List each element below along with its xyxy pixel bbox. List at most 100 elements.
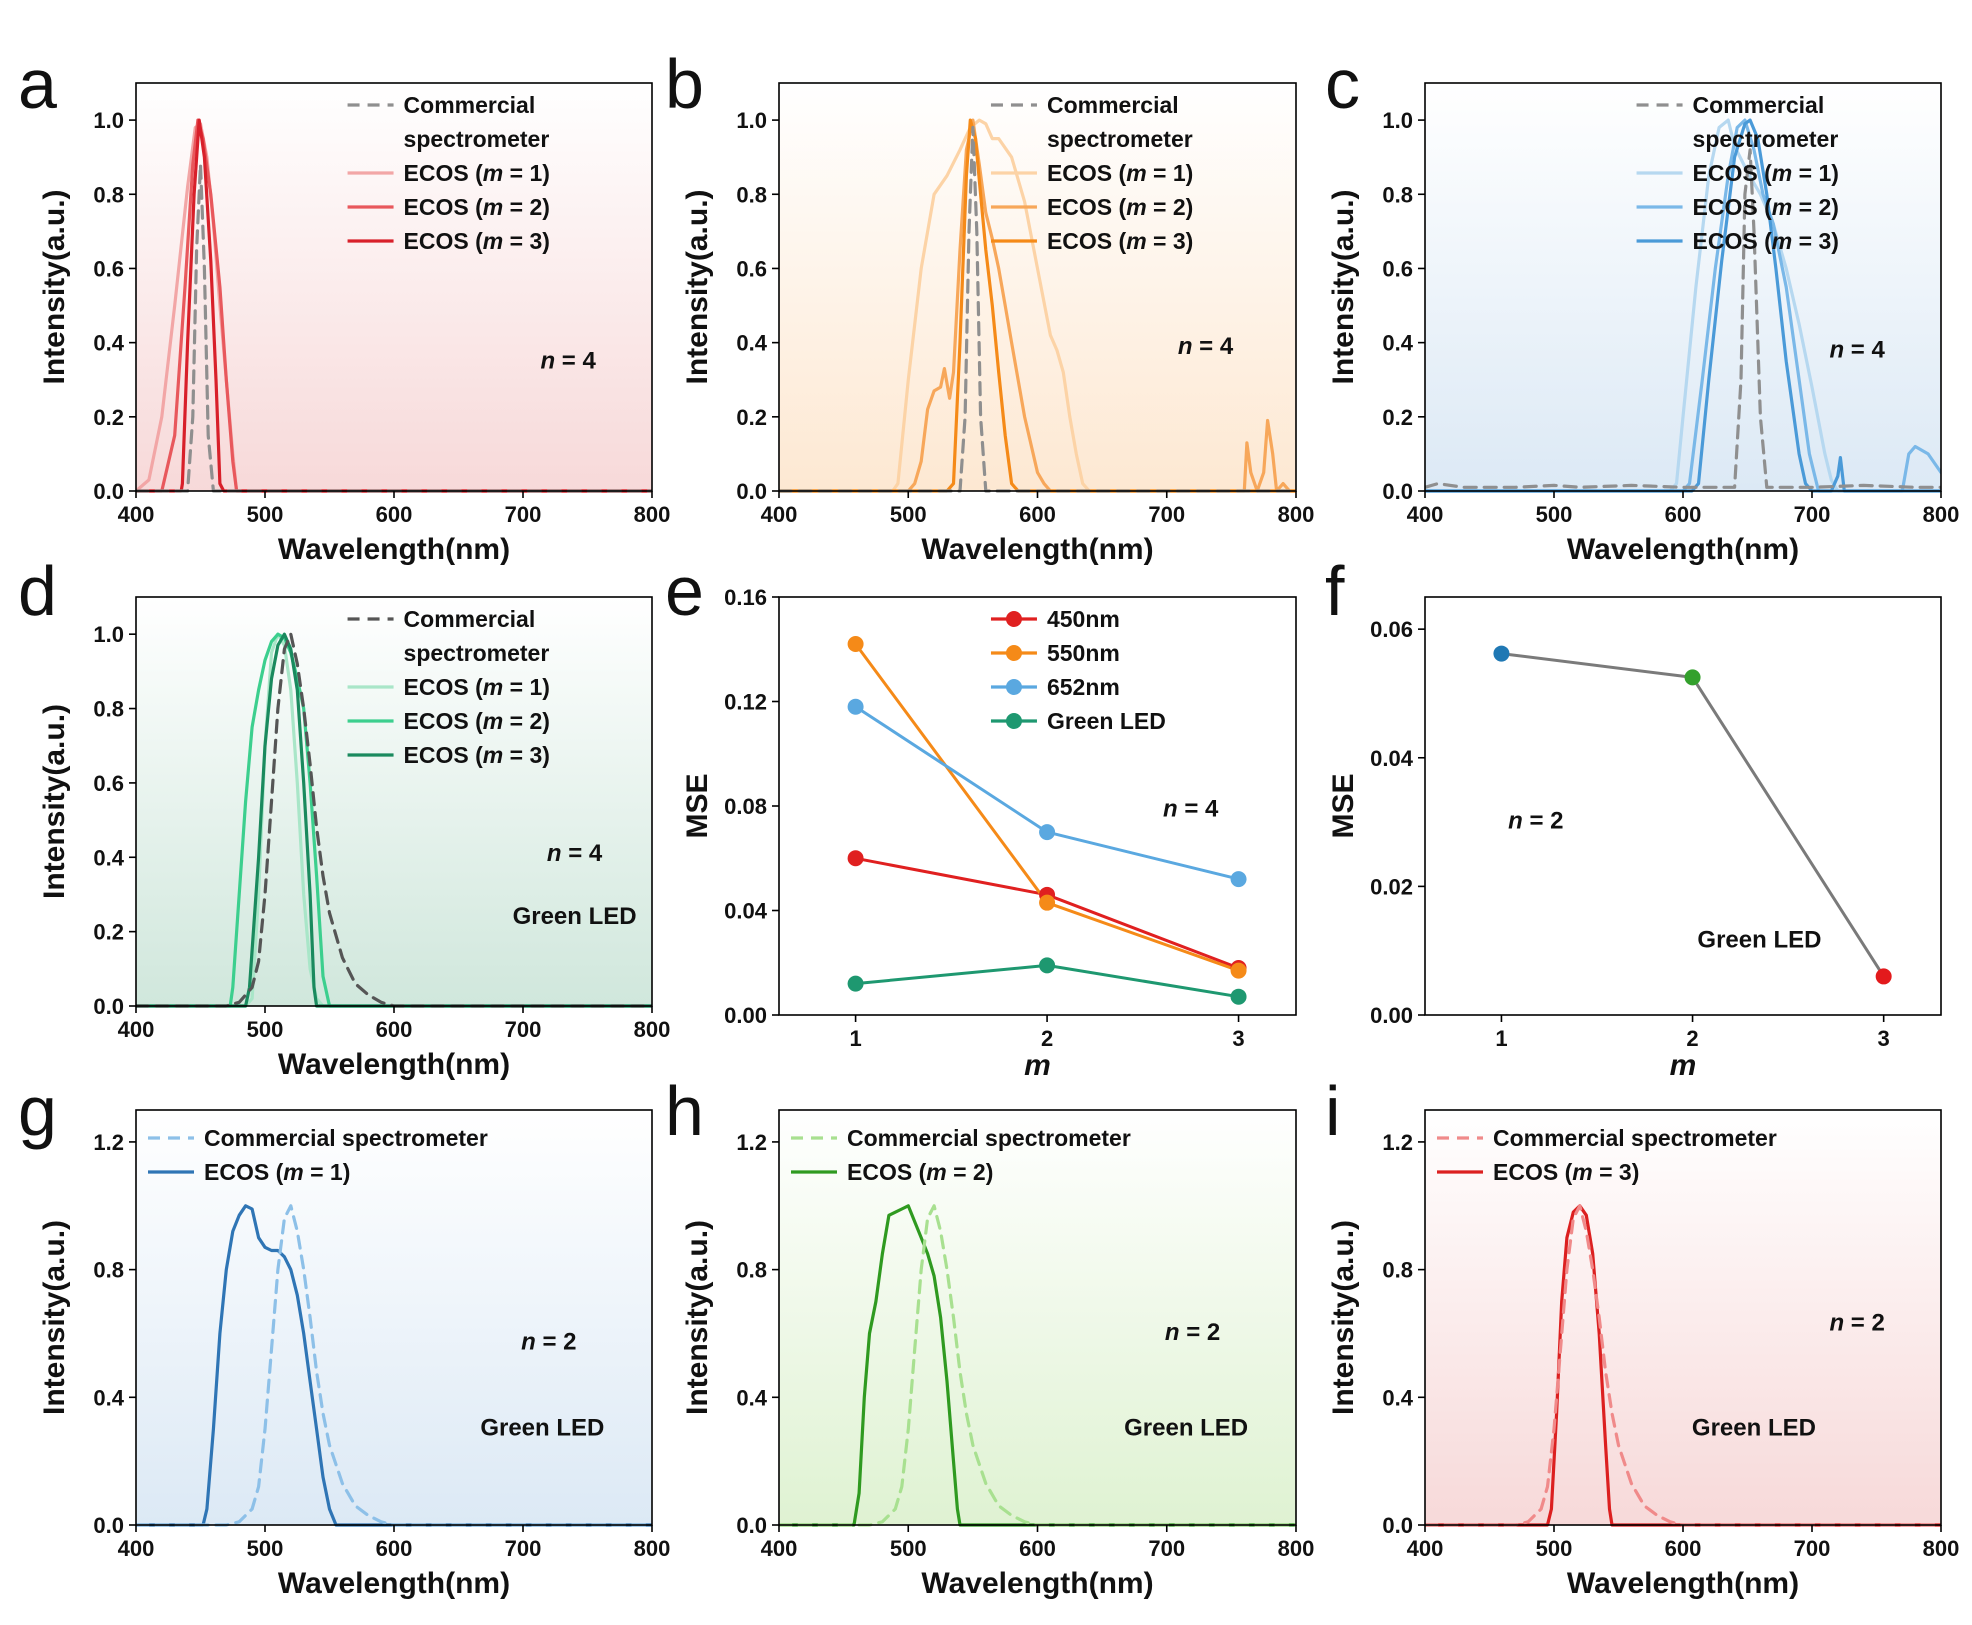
x-axis-title: Wavelength(nm) — [921, 1567, 1153, 1600]
series-line-commercial-spectrometer — [136, 163, 652, 493]
y-tick-label: 0.2 — [93, 920, 124, 945]
legend-marker — [1005, 679, 1022, 695]
y-tick-label: 0.0 — [1382, 479, 1413, 504]
panel-d: 0.0 0.2 0.4 0.6 0.8 1.0 400 500 600 700 800 Wavelen… — [18, 552, 670, 1081]
y-tick-label: 0.8 — [736, 1258, 767, 1283]
x-axis-title: Wavelength(nm) — [1567, 1567, 1799, 1600]
legend-marker — [1005, 645, 1022, 661]
y-tick-label: 0.2 — [93, 405, 124, 430]
x-tick-label: 600 — [1665, 502, 1702, 527]
y-tick-label: 1.0 — [736, 108, 767, 133]
x-tick-label: 400 — [118, 1536, 155, 1561]
legend-label: ECOS (m = 3) — [404, 742, 550, 768]
panel-letter: e — [665, 552, 704, 630]
series-line-commercial-spectrometer — [779, 1204, 1296, 1527]
y-tick-label: 0.06 — [1370, 617, 1413, 642]
legend-marker — [1005, 611, 1022, 627]
legend: Commercial spectrometer ECOS (m = 1) ECOS (… — [990, 92, 1193, 254]
x-tick-label: 2 — [1041, 1026, 1053, 1051]
y-tick-label: 1.2 — [93, 1130, 124, 1155]
legend-label: Commercial spectrometer — [847, 1125, 1131, 1151]
data-point — [847, 850, 864, 867]
x-tick-label: 400 — [1407, 502, 1444, 527]
x-tick-label: 600 — [376, 1536, 413, 1561]
panel-a: 0.0 0.2 0.4 0.6 0.8 1.0 400 500 600 700 800 Wavelen… — [18, 45, 670, 566]
legend: Commercial spectrometer ECOS (m = 1) ECOS (… — [1636, 92, 1839, 254]
x-axis-title: Wavelength(nm) — [278, 1048, 510, 1081]
y-axis-title: Intensity(a.u.) — [681, 189, 714, 384]
y-tick-label: 0.0 — [93, 479, 124, 504]
panel-c: 0.0 0.2 0.4 0.6 0.8 1.0 400 500 600 700 800 Wavelen… — [1325, 45, 1959, 566]
series-group — [779, 118, 1296, 493]
y-axis-title: MSE — [681, 773, 714, 838]
x-tick-label: 500 — [1536, 1536, 1573, 1561]
x-tick-label: 800 — [634, 1536, 671, 1561]
plot-background — [136, 597, 652, 1006]
y-tick-label: 0.4 — [93, 331, 124, 356]
annotation: Green LED — [1124, 1415, 1248, 1442]
x-tick-label: 700 — [505, 502, 542, 527]
panel-letter: h — [665, 1072, 704, 1150]
x-axis-title: Wavelength(nm) — [278, 533, 510, 566]
legend-label: ECOS (m = 3) — [1047, 228, 1193, 254]
y-tick-label: 0.6 — [93, 256, 124, 281]
plot-frame — [1424, 596, 1942, 1016]
series-line-commercial-spectrometer — [136, 632, 652, 1008]
series-line-ecos-m-2- — [779, 1204, 1296, 1527]
panel-letter: a — [18, 45, 57, 123]
legend-label: 550nm — [1047, 640, 1120, 666]
x-tick-label: 800 — [634, 502, 671, 527]
annotation: Green LED — [1697, 926, 1821, 953]
y-tick-label: 0.12 — [724, 690, 767, 715]
x-tick-label: 600 — [376, 1017, 413, 1042]
y-tick-label: 0.8 — [736, 182, 767, 207]
data-point — [847, 636, 864, 653]
y-tick-label: 0.04 — [724, 899, 768, 924]
panel-letter: g — [18, 1072, 57, 1150]
x-tick-label: 800 — [1923, 502, 1960, 527]
panel-e: 0.00 0.04 0.08 0.12 0.16 1 2 3 m MSE e n = 4 450nm 55… — [665, 552, 1297, 1082]
annotation: n = 2 — [1165, 1319, 1220, 1346]
data-point — [1230, 871, 1247, 888]
x-axis-title: Wavelength(nm) — [921, 533, 1153, 566]
annotation: n = 2 — [1829, 1309, 1884, 1336]
y-tick-label: 0.4 — [1382, 1385, 1413, 1410]
annotation: n = 2 — [521, 1328, 576, 1355]
legend-label: ECOS (m = 3) — [1493, 1159, 1639, 1185]
panel-g: 0.0 0.4 0.8 1.2 400 500 600 700 800 Wavelength(nm… — [18, 1072, 670, 1600]
series-line-ecos-m-1- — [779, 118, 1296, 493]
panel-letter: d — [18, 552, 57, 630]
x-tick-label: 400 — [118, 1017, 155, 1042]
x-tick-label: 700 — [1794, 502, 1831, 527]
x-tick-label: 800 — [1278, 1536, 1315, 1561]
data-point — [1039, 894, 1056, 911]
data-point — [1875, 968, 1892, 985]
y-tick-label: 0.8 — [1382, 182, 1413, 207]
series-line-ecos-m-3- — [1425, 118, 1941, 493]
y-tick-label: 0.8 — [93, 1258, 124, 1283]
legend-label: Commercial — [1693, 92, 1825, 118]
legend-label: 652nm — [1047, 674, 1120, 700]
y-tick-label: 0.4 — [93, 1385, 124, 1410]
legend: Commercial spectrometer ECOS (m = 1) ECOS (… — [347, 92, 550, 254]
legend-label: ECOS (m = 3) — [1693, 228, 1839, 254]
legend-label: Green LED — [1047, 708, 1166, 734]
data-point — [847, 975, 864, 992]
y-tick-label: 0.8 — [93, 182, 124, 207]
y-tick-label: 0.00 — [724, 1003, 767, 1028]
y-tick-label: 0.4 — [736, 1385, 767, 1410]
annotation: Green LED — [1692, 1415, 1816, 1442]
legend-label: Commercial spectrometer — [204, 1125, 488, 1151]
legend-label: 450nm — [1047, 606, 1120, 632]
annotation: Green LED — [480, 1415, 604, 1442]
y-tick-label: 0.8 — [1382, 1258, 1413, 1283]
legend-label-continued: spectrometer — [1693, 126, 1839, 152]
x-axis-title: Wavelength(nm) — [1567, 533, 1799, 566]
series-line-commercial-spectrometer — [1425, 1204, 1941, 1527]
annotation: n = 4 — [1163, 795, 1219, 822]
x-tick-label: 800 — [1278, 502, 1315, 527]
x-axis-title: m — [1024, 1049, 1051, 1082]
x-tick-label: 500 — [247, 1536, 284, 1561]
y-tick-label: 0.0 — [93, 1513, 124, 1538]
y-axis-title: Intensity(a.u.) — [38, 1220, 71, 1415]
